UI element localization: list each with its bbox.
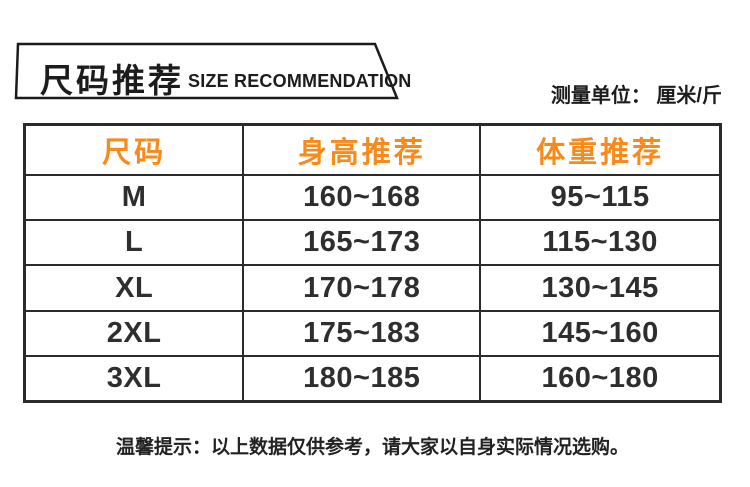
weight-cell: 115~130 — [542, 226, 658, 259]
table-row-3xl: 3XL 180~185 160~180 — [26, 356, 719, 401]
header-cell-size: 尺码 — [26, 126, 245, 174]
table-header-row: 尺码 身高推荐 体重推荐 — [26, 126, 719, 176]
height-cell: 175~183 — [244, 311, 482, 355]
measurement-unit-note: 测量单位： 厘米/斤 — [550, 85, 722, 107]
footer-tip: 温馨提示：以上数据仅供参考，请大家以自身实际情况选购。 — [115, 437, 629, 458]
header-cell-weight: 体重推荐 — [536, 137, 665, 169]
banner-title-cn: 尺码推荐 — [40, 62, 184, 99]
height-cell: 180~185 — [244, 356, 482, 401]
size-cell: 2XL — [26, 311, 245, 355]
size-cell: M — [26, 176, 245, 220]
weight-cell: 130~145 — [541, 271, 659, 304]
height-cell: 170~178 — [244, 266, 482, 310]
header-cell-height: 身高推荐 — [244, 126, 482, 174]
weight-cell: 160~180 — [541, 361, 659, 394]
banner-shape — [14, 42, 399, 100]
weight-cell: 145~160 — [541, 316, 659, 349]
size-table: 尺码 身高推荐 体重推荐 M 160~168 95~115 L 165~173 115~130… — [23, 123, 722, 403]
table-row-xl: XL 170~178 130~145 — [26, 266, 719, 312]
height-cell: 160~168 — [244, 176, 482, 220]
table-row-l: L 165~173 115~130 — [26, 221, 719, 267]
table-row-2xl: 2XL 175~183 145~160 — [26, 311, 719, 357]
height-cell: 165~173 — [244, 221, 482, 265]
size-cell: XL — [26, 266, 245, 310]
size-cell: 3XL — [26, 356, 245, 401]
banner-title-en: SIZE RECOMMENDATION — [188, 71, 412, 91]
table-row-m: M 160~168 95~115 — [26, 176, 719, 222]
size-cell: L — [26, 221, 245, 265]
weight-cell: 95~115 — [550, 181, 650, 214]
